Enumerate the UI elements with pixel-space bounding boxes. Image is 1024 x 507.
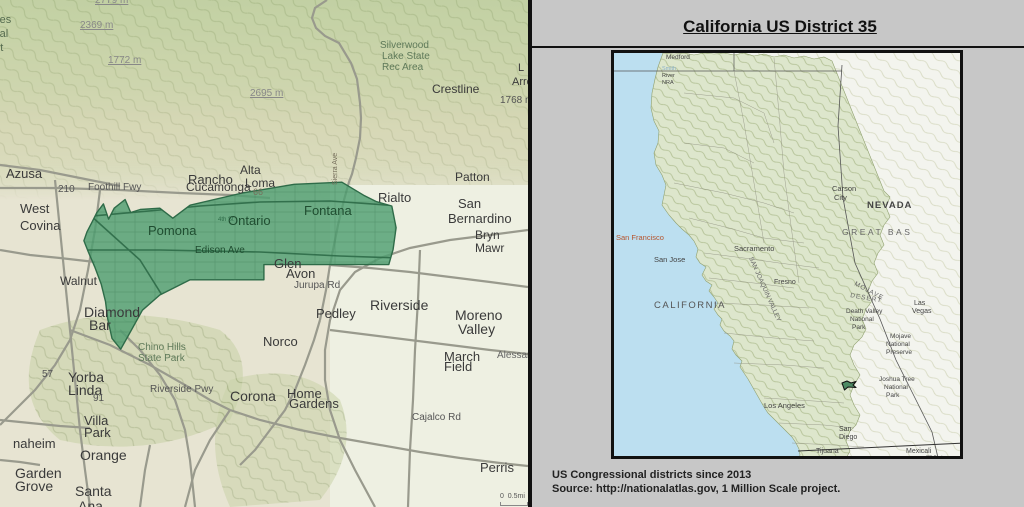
svg-text:National: National — [886, 341, 910, 348]
svg-text:Tijuana: Tijuana — [816, 448, 839, 455]
svg-text:Mexicali: Mexicali — [906, 448, 932, 455]
svg-text:Preserve: Preserve — [886, 349, 912, 356]
svg-text:Fontana: Fontana — [304, 203, 352, 218]
svg-text:Park: Park — [852, 324, 866, 331]
svg-text:NEVADA: NEVADA — [867, 200, 912, 211]
svg-text:Mojave: Mojave — [890, 333, 911, 340]
svg-text:Joshua Tree: Joshua Tree — [879, 376, 915, 383]
svg-text:Death Valley: Death Valley — [846, 308, 883, 315]
svg-text:Los Angeles: Los Angeles — [764, 401, 805, 410]
svg-text:Edison Ave: Edison Ave — [195, 245, 245, 256]
svg-text:4th St: 4th St — [218, 217, 234, 223]
svg-text:City: City — [834, 193, 847, 202]
svg-text:00.0mi: 00.0mi — [926, 455, 943, 459]
svg-text:Las: Las — [914, 300, 926, 307]
svg-text:River: River — [662, 73, 675, 79]
svg-text:San Francisco: San Francisco — [616, 233, 664, 242]
svg-text:Ontario: Ontario — [228, 213, 271, 228]
svg-text:San Jose: San Jose — [654, 255, 685, 264]
svg-text:Pomona: Pomona — [148, 223, 197, 238]
svg-text:Sierra Ave: Sierra Ave — [332, 153, 339, 185]
svg-text:Smith: Smith — [662, 66, 676, 72]
svg-text:Fresno: Fresno — [774, 279, 796, 286]
svg-text:CALIFORNIA: CALIFORNIA — [654, 300, 726, 311]
svg-text:GREAT BAS: GREAT BAS — [842, 227, 912, 237]
svg-text:Carson: Carson — [832, 184, 856, 193]
svg-text:Park: Park — [886, 392, 900, 399]
svg-text:NRA: NRA — [662, 80, 674, 86]
svg-text:Sacramento: Sacramento — [734, 244, 774, 253]
svg-text:Medford: Medford — [666, 54, 690, 61]
svg-text:National: National — [884, 384, 908, 391]
svg-text:Vegas: Vegas — [912, 308, 932, 315]
svg-text:National: National — [850, 316, 874, 323]
svg-text:San: San — [839, 426, 852, 433]
svg-text:Diego: Diego — [839, 434, 857, 441]
